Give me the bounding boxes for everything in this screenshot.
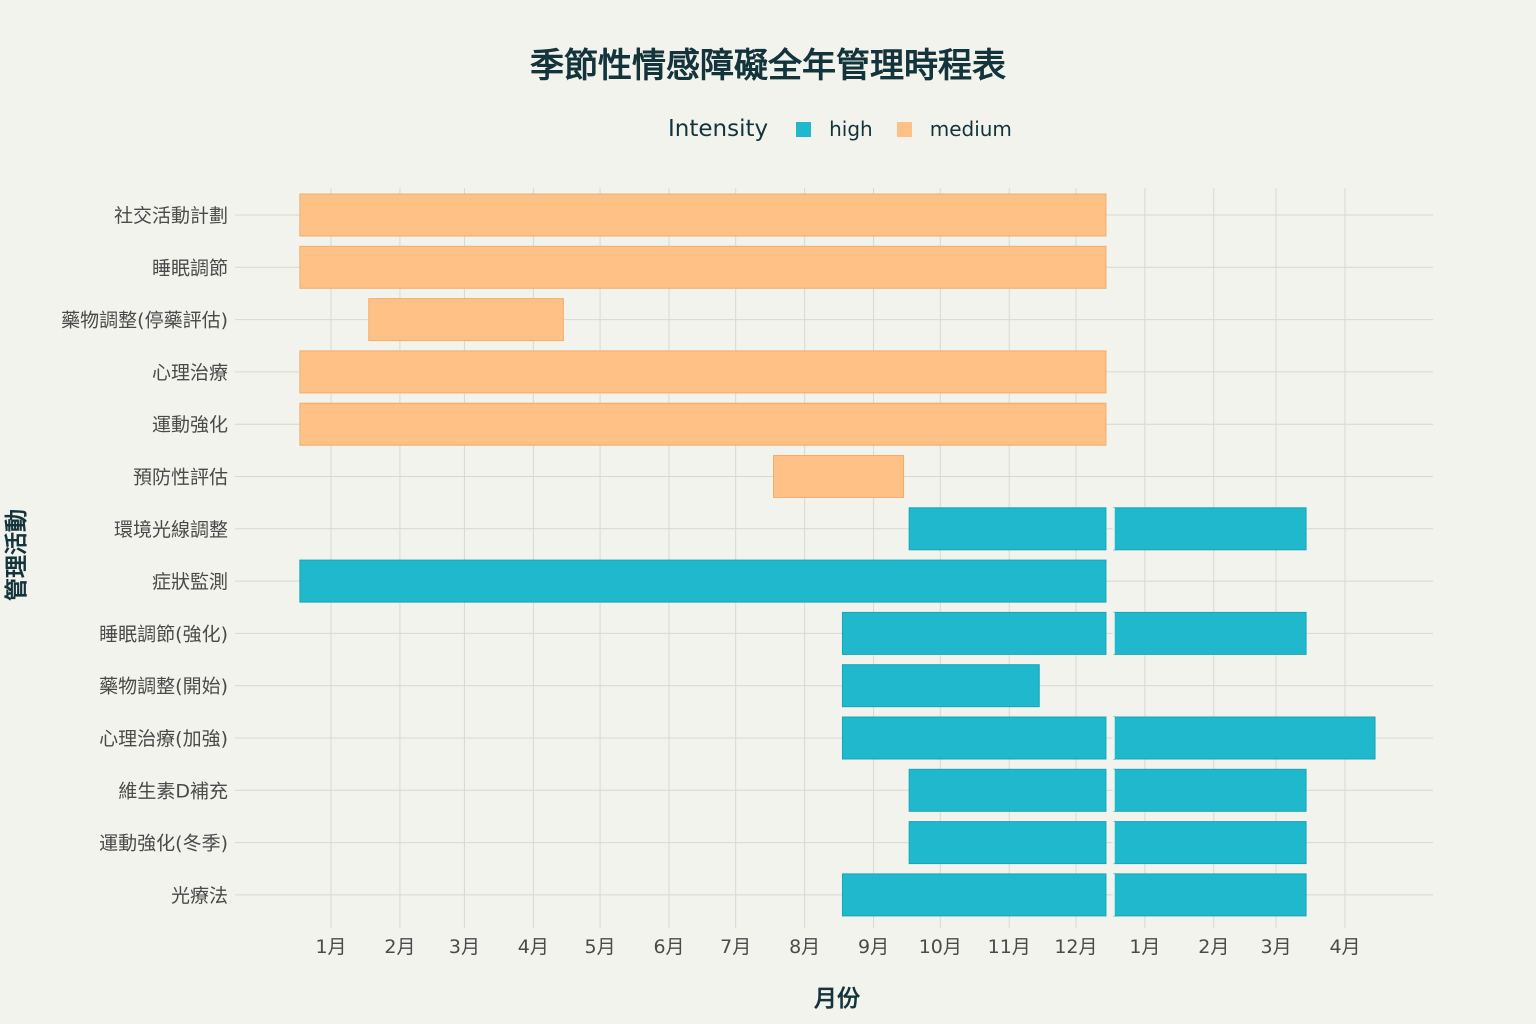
x-tick-label: 1月 [1129, 936, 1160, 958]
x-tick-label: 3月 [449, 936, 480, 958]
legend-title: Intensity [668, 116, 769, 142]
gantt-bar-high[interactable] [1113, 507, 1307, 551]
y-tick-label: 藥物調整(開始) [99, 676, 228, 698]
x-tick-label: 4月 [1329, 936, 1360, 958]
y-tick-label: 睡眠調節 [152, 257, 228, 279]
x-tick-label: 12月 [1054, 936, 1097, 958]
x-tick-label: 1月 [315, 936, 346, 958]
gantt-bar-high[interactable] [908, 507, 1107, 551]
x-tick-label: 2月 [1198, 936, 1229, 958]
x-tick-label: 7月 [720, 936, 751, 958]
gantt-bar-high[interactable] [1113, 768, 1307, 812]
x-tick-label: 5月 [585, 936, 616, 958]
y-tick-label: 心理治療(加強) [99, 728, 228, 750]
gantt-bar-medium[interactable] [299, 245, 1107, 289]
y-tick-label: 光療法 [171, 885, 228, 907]
legend-label-medium: medium [929, 117, 1012, 141]
gantt-bar-high[interactable] [1113, 716, 1376, 760]
gantt-bar-medium[interactable] [299, 402, 1107, 446]
x-tick-label: 11月 [988, 936, 1031, 958]
gantt-bar-high[interactable] [908, 821, 1107, 865]
x-tick-label: 6月 [653, 936, 684, 958]
gantt-bar-high[interactable] [1113, 821, 1307, 865]
gantt-bar-high[interactable] [908, 768, 1107, 812]
legend-label-high: high [829, 117, 873, 141]
gantt-bar-medium[interactable] [299, 193, 1107, 237]
y-tick-label: 預防性評估 [133, 467, 228, 489]
legend-swatch-high [796, 121, 812, 137]
x-tick-label: 9月 [858, 936, 889, 958]
y-tick-label: 社交活動計劃 [114, 205, 228, 227]
legend-item-medium[interactable]: medium [896, 117, 1012, 141]
y-tick-label: 運動強化 [152, 414, 228, 436]
y-axis-title: 管理活動 [3, 509, 30, 601]
x-tick-label: 8月 [789, 936, 820, 958]
chart-title: 季節性情感障礙全年管理時程表 [530, 46, 1006, 86]
gantt-bar-high[interactable] [841, 664, 1040, 708]
y-tick-label: 運動強化(冬季) [99, 833, 228, 855]
legend-item-high[interactable]: high [796, 117, 873, 141]
gantt-bar-medium[interactable] [773, 455, 905, 498]
y-tick-label: 症狀監測 [152, 571, 228, 593]
x-tick-label: 4月 [518, 936, 549, 958]
gantt-bar-medium[interactable] [368, 298, 564, 342]
gantt-bar-high[interactable] [841, 611, 1107, 655]
x-tick-label: 2月 [384, 936, 415, 958]
gantt-bar-high[interactable] [1113, 873, 1307, 917]
y-tick-label: 環境光線調整 [114, 519, 228, 541]
gantt-bar-high[interactable] [1113, 611, 1307, 655]
legend-swatch-medium [896, 121, 912, 137]
y-tick-label: 睡眠調節(強化) [99, 623, 228, 645]
x-axis-title: 月份 [813, 986, 861, 1012]
gantt-bar-high[interactable] [299, 559, 1107, 603]
gantt-bar-medium[interactable] [299, 350, 1107, 394]
y-tick-label: 藥物調整(停藥評估) [61, 310, 228, 332]
legend: Intensity high medium [668, 116, 1036, 142]
x-tick-label: 10月 [919, 936, 962, 958]
y-tick-label: 心理治療 [152, 362, 228, 384]
x-tick-label: 3月 [1261, 936, 1292, 958]
gantt-bar-high[interactable] [841, 873, 1107, 917]
gantt-bar-high[interactable] [841, 716, 1107, 760]
y-tick-label: 維生素D補充 [118, 780, 228, 802]
